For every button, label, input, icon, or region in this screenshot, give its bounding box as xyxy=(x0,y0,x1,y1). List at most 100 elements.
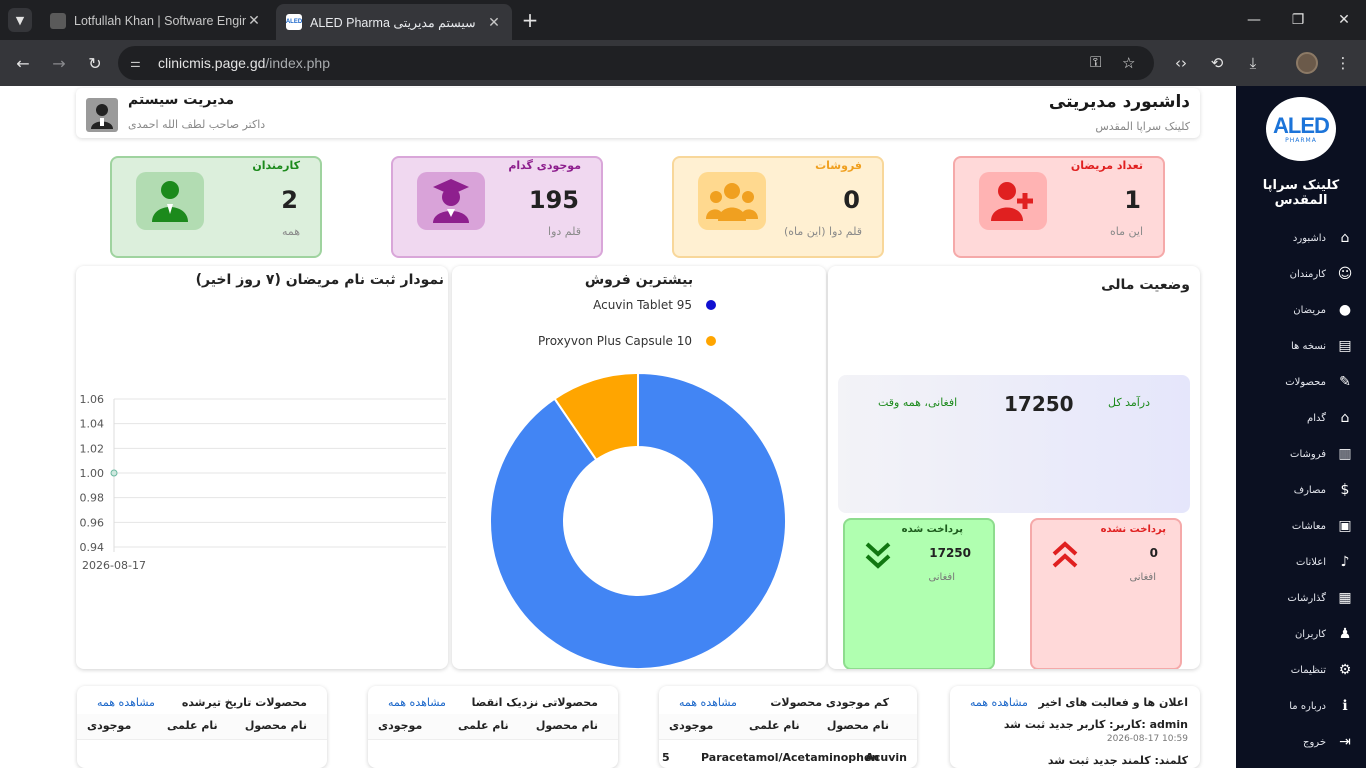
sidebar-item-11[interactable]: کاربران ♟ xyxy=(1236,616,1366,652)
sidebar-item-label: کارمندان xyxy=(1289,268,1326,280)
aled-logo: ALED PHARMA xyxy=(1266,97,1336,161)
user-outline-icon: ☺ xyxy=(1337,266,1353,282)
sidebar-item-label: خروج xyxy=(1303,736,1326,748)
low-stock-title: کم موجودی محصولات xyxy=(770,696,889,709)
sidebar-item-9[interactable]: اعلانات ♪ xyxy=(1236,544,1366,580)
address-bar[interactable]: ⚌ clinicmis.page.gd/index.php ⚿ ☆ xyxy=(118,46,1154,80)
info-icon: ℹ xyxy=(1342,698,1348,714)
sidebar: ALED PHARMA کلینک سراپا المقدس داشبورد ⌂ ک… xyxy=(1236,86,1366,768)
key-icon[interactable]: ⚿ xyxy=(1090,54,1102,71)
legend-item-0[interactable]: Acuvin Tablet 95 xyxy=(593,298,716,312)
y-tick-label: 0.94 xyxy=(80,541,105,554)
maximize-icon[interactable]: ❐ xyxy=(1291,12,1305,28)
table-row[interactable]: Acuvin Paracetamol/Acetaminophen 5 xyxy=(662,751,907,764)
users-group-icon xyxy=(698,172,766,230)
sidebar-item-3[interactable]: نسخه ها ▤ xyxy=(1236,328,1366,364)
file-icon: ▤ xyxy=(1338,338,1352,354)
page-title: داشبورد مدیریتی xyxy=(1048,92,1190,112)
paid-label: پرداخت شده xyxy=(901,524,963,535)
activity-row-1-time: 2026-08-17 10:59 xyxy=(1106,734,1188,744)
stat-card-2[interactable]: موجودی گدام 195 قلم دوا xyxy=(391,156,603,258)
stat-title: کارمندان xyxy=(252,159,300,172)
main-content: داشبورد مدیریتی کلینک سراپا المقدس مدیری… xyxy=(0,86,1236,768)
donut-slice-0[interactable] xyxy=(489,371,787,669)
star-icon[interactable]: ☆ xyxy=(1122,55,1136,72)
sidebar-item-14[interactable]: خروج ⇥ xyxy=(1236,724,1366,760)
sidebar-item-7[interactable]: مصارف $ xyxy=(1236,472,1366,508)
site-info-icon[interactable]: ⚌ xyxy=(130,56,141,70)
sidebar-item-label: نسخه ها xyxy=(1290,340,1326,352)
pie-chart-title: بیشترین فروش xyxy=(584,272,694,288)
unpaid-label: پرداخت نشده xyxy=(1100,524,1166,535)
code-icon[interactable]: ‹› xyxy=(1175,54,1187,72)
sidebar-item-10[interactable]: گذارشات ▦ xyxy=(1236,580,1366,616)
stat-subtitle: قلم دوا (این ماه) xyxy=(783,225,862,238)
low-stock-table-header: نام محصول نام علمی موجودی xyxy=(659,714,917,740)
double-chevron-down-icon xyxy=(865,542,891,569)
sidebar-item-8[interactable]: معاشات ▣ xyxy=(1236,508,1366,544)
stat-title: موجودی گدام xyxy=(508,159,581,172)
sidebar-item-label: تنظیمات xyxy=(1290,664,1326,676)
tab-search-button[interactable]: ▼ xyxy=(8,8,32,32)
sidebar-item-label: مریضان xyxy=(1293,304,1326,316)
user-avatar-icon xyxy=(91,104,113,129)
new-tab-button[interactable]: + xyxy=(521,8,539,32)
view-all-link[interactable]: مشاهده همه xyxy=(97,696,155,709)
close-window-icon[interactable]: ✕ xyxy=(1338,12,1350,28)
low-stock-card: کم موجودی محصولات مشاهده همه نام محصول ن… xyxy=(659,686,917,768)
y-tick-label: 0.98 xyxy=(80,492,105,505)
sidebar-item-5[interactable]: گدام ⌂ xyxy=(1236,400,1366,436)
stat-subtitle: قلم دوا xyxy=(548,225,581,238)
stat-card-0[interactable]: تعداد مریضان 1 این ماه xyxy=(953,156,1165,258)
browser-tab-1[interactable]: Lotfullah Khan | Software Engine ✕ xyxy=(40,5,272,36)
unpaid-box: پرداخت نشده 0 افغانی xyxy=(1030,518,1182,669)
sidebar-item-label: معاشات xyxy=(1291,520,1326,532)
profile-avatar[interactable] xyxy=(1296,52,1318,74)
download-icon[interactable]: ⤓ xyxy=(1249,54,1257,72)
menu-icon[interactable]: ⋮ xyxy=(1335,54,1351,72)
patients-line-chart: 1.06 1.04 1.02 1.00 0.98 0.96 0.94 2026-08-17 xyxy=(80,393,446,572)
sidebar-item-0[interactable]: داشبورد ⌂ xyxy=(1236,220,1366,256)
graduate-icon xyxy=(417,172,485,230)
line-chart-title: نمودار ثبت نام مریضان (۷ روز اخیر) xyxy=(195,272,444,288)
finance-title: وضعیت مالی xyxy=(1101,277,1190,293)
total-income-box: درآمد کل 17250 افغانی، همه وقت xyxy=(838,375,1190,513)
stat-subtitle: همه xyxy=(281,225,300,238)
sidebar-item-4[interactable]: محصولات ✎ xyxy=(1236,364,1366,400)
stat-title: فروشات xyxy=(815,159,862,172)
sidebar-item-2[interactable]: مریضان ● xyxy=(1236,292,1366,328)
close-tab-icon[interactable]: ✕ xyxy=(488,13,500,30)
y-tick-label: 1.04 xyxy=(80,418,105,431)
sidebar-item-label: داشبورد xyxy=(1292,232,1326,244)
history-icon[interactable]: ⟲ xyxy=(1210,54,1224,72)
stat-card-1[interactable]: فروشات 0 قلم دوا (این ماه) xyxy=(672,156,884,258)
view-all-link[interactable]: مشاهده همه xyxy=(679,696,737,709)
logout-icon: ⇥ xyxy=(1339,734,1351,750)
forward-icon[interactable]: → xyxy=(52,53,66,73)
sidebar-item-12[interactable]: تنظیمات ⚙ xyxy=(1236,652,1366,688)
sidebar-item-label: محصولات xyxy=(1285,376,1326,388)
stat-card-3[interactable]: کارمندان 2 همه xyxy=(110,156,322,258)
back-icon[interactable]: ← xyxy=(16,53,30,73)
patients-chart-card: نمودار ثبت نام مریضان (۷ روز اخیر) 1.06 1… xyxy=(76,266,448,669)
browser-tab-2[interactable]: ALED ALED Pharma سیستم مدیریتی ✕ xyxy=(276,4,512,40)
reload-icon[interactable]: ↻ xyxy=(88,53,102,73)
dollar-icon: $ xyxy=(1340,482,1350,498)
sidebar-item-6[interactable]: فروشات ▥ xyxy=(1236,436,1366,472)
page-header: داشبورد مدیریتی کلینک سراپا المقدس مدیری… xyxy=(76,88,1200,138)
sidebar-item-1[interactable]: کارمندان ☺ xyxy=(1236,256,1366,292)
stat-title: تعداد مریضان xyxy=(1070,159,1143,172)
donut-slice-1[interactable] xyxy=(553,371,639,462)
sidebar-item-label: گدام xyxy=(1307,412,1326,424)
near-expiry-title: محصولاتی نزدیک انقضا xyxy=(471,696,598,709)
employee-icon xyxy=(136,172,204,230)
minimize-icon[interactable]: — xyxy=(1247,12,1261,28)
sidebar-item-13[interactable]: درباره ما ℹ xyxy=(1236,688,1366,724)
finance-card: وضعیت مالی درآمد کل 17250 افغانی، همه وق… xyxy=(828,266,1200,669)
view-all-link[interactable]: مشاهده همه xyxy=(970,696,1028,709)
legend-item-1[interactable]: Proxyvon Plus Capsule 10 xyxy=(538,334,716,348)
view-all-link[interactable]: مشاهده همه xyxy=(388,696,446,709)
user-avatar[interactable] xyxy=(86,98,118,132)
sidebar-item-label: کاربران xyxy=(1294,628,1326,640)
close-tab-icon[interactable]: ✕ xyxy=(248,12,260,28)
